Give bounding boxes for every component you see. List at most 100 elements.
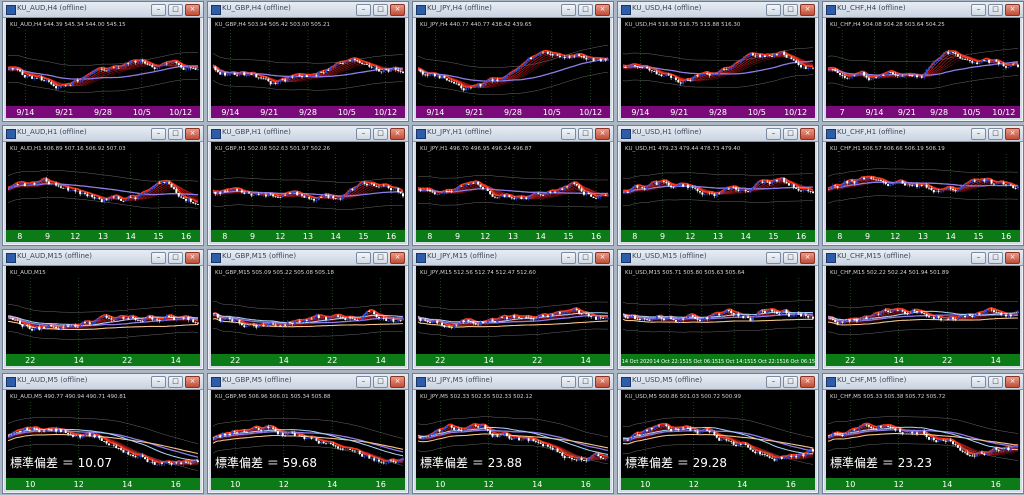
close-button[interactable]: ×: [595, 128, 610, 140]
minimize-button[interactable]: –: [356, 252, 371, 264]
maximize-button[interactable]: □: [783, 4, 798, 16]
close-button[interactable]: ×: [595, 252, 610, 264]
window-titlebar[interactable]: KU_GBP,M5 (offline) – □ ×: [208, 374, 408, 390]
chart-window[interactable]: KU_CHF,M5 (offline) – □ × 標準偏差 ＝ 23.23 K…: [822, 373, 1024, 494]
price-chart[interactable]: 標準偏差 ＝ 10.07 KU_AUD,M5 490.77 490.94 490…: [6, 390, 200, 490]
chart-window[interactable]: KU_AUD,H1 (offline) – □ × KU_AUD,H1 506.…: [2, 125, 204, 246]
minimize-button[interactable]: –: [766, 376, 781, 388]
maximize-button[interactable]: □: [373, 4, 388, 16]
window-titlebar[interactable]: KU_JPY,H1 (offline) – □ ×: [413, 126, 613, 142]
maximize-button[interactable]: □: [578, 4, 593, 16]
price-chart[interactable]: KU_CHF,M15 502.22 502.24 501.94 501.89 22…: [826, 266, 1020, 366]
window-titlebar[interactable]: KU_AUD,H1 (offline) – □ ×: [3, 126, 203, 142]
chart-window[interactable]: KU_CHF,H4 (offline) – □ × KU_CHF,H4 504.…: [822, 1, 1024, 122]
window-titlebar[interactable]: KU_USD,M5 (offline) – □ ×: [618, 374, 818, 390]
window-titlebar[interactable]: KU_CHF,M5 (offline) – □ ×: [823, 374, 1023, 390]
minimize-button[interactable]: –: [356, 128, 371, 140]
price-chart[interactable]: KU_USD,H1 479.23 479.44 478.73 479.40 8 9 1…: [621, 142, 815, 242]
minimize-button[interactable]: –: [151, 4, 166, 16]
price-chart[interactable]: KU_USD,M15 505.71 505.80 505.63 505.64 14…: [621, 266, 815, 366]
window-titlebar[interactable]: KU_GBP,H1 (offline) – □ ×: [208, 126, 408, 142]
price-chart[interactable]: KU_AUD,M15 22 14 22 14: [6, 266, 200, 366]
minimize-button[interactable]: –: [356, 376, 371, 388]
minimize-button[interactable]: –: [561, 128, 576, 140]
close-button[interactable]: ×: [185, 4, 200, 16]
minimize-button[interactable]: –: [151, 128, 166, 140]
chart-window[interactable]: KU_JPY,H1 (offline) – □ × KU_JPY,H1 496.…: [412, 125, 614, 246]
maximize-button[interactable]: □: [168, 128, 183, 140]
close-button[interactable]: ×: [1005, 252, 1020, 264]
maximize-button[interactable]: □: [578, 128, 593, 140]
price-chart[interactable]: KU_USD,H4 516.38 516.75 515.88 516.30 9/1…: [621, 18, 815, 118]
minimize-button[interactable]: –: [766, 252, 781, 264]
price-chart[interactable]: KU_GBP,H1 502.08 502.63 501.97 502.26 8 9 1…: [211, 142, 405, 242]
close-button[interactable]: ×: [185, 252, 200, 264]
minimize-button[interactable]: –: [356, 4, 371, 16]
minimize-button[interactable]: –: [971, 376, 986, 388]
maximize-button[interactable]: □: [988, 252, 1003, 264]
minimize-button[interactable]: –: [151, 376, 166, 388]
window-titlebar[interactable]: KU_CHF,H4 (offline) – □ ×: [823, 2, 1023, 18]
price-chart[interactable]: KU_JPY,H4 440.77 440.77 438.42 439.65 9/1…: [416, 18, 610, 118]
price-chart[interactable]: KU_CHF,H1 506.57 506.66 506.19 506.19 8 9 1…: [826, 142, 1020, 242]
price-chart[interactable]: KU_JPY,H1 496.70 496.95 496.24 496.87 8 9 1…: [416, 142, 610, 242]
minimize-button[interactable]: –: [971, 128, 986, 140]
chart-window[interactable]: KU_USD,H1 (offline) – □ × KU_USD,H1 479.…: [617, 125, 819, 246]
close-button[interactable]: ×: [800, 252, 815, 264]
close-button[interactable]: ×: [390, 128, 405, 140]
minimize-button[interactable]: –: [561, 4, 576, 16]
chart-window[interactable]: KU_USD,M15 (offline) – □ × KU_USD,M15 50…: [617, 249, 819, 370]
minimize-button[interactable]: –: [971, 4, 986, 16]
minimize-button[interactable]: –: [766, 4, 781, 16]
maximize-button[interactable]: □: [168, 376, 183, 388]
window-titlebar[interactable]: KU_GBP,M15 (offline) – □ ×: [208, 250, 408, 266]
chart-window[interactable]: KU_AUD,M15 (offline) – □ × KU_AUD,M15 22…: [2, 249, 204, 370]
close-button[interactable]: ×: [800, 376, 815, 388]
minimize-button[interactable]: –: [766, 128, 781, 140]
window-titlebar[interactable]: KU_USD,M15 (offline) – □ ×: [618, 250, 818, 266]
chart-window[interactable]: KU_JPY,H4 (offline) – □ × KU_JPY,H4 440.…: [412, 1, 614, 122]
window-titlebar[interactable]: KU_AUD,H4 (offline) – □ ×: [3, 2, 203, 18]
chart-window[interactable]: KU_USD,M5 (offline) – □ × 標準偏差 ＝ 29.28 K…: [617, 373, 819, 494]
chart-window[interactable]: KU_GBP,M15 (offline) – □ × KU_GBP,M15 50…: [207, 249, 409, 370]
close-button[interactable]: ×: [1005, 376, 1020, 388]
window-titlebar[interactable]: KU_USD,H4 (offline) – □ ×: [618, 2, 818, 18]
price-chart[interactable]: 標準偏差 ＝ 59.68 KU_GBP,M5 506.96 506.01 505…: [211, 390, 405, 490]
window-titlebar[interactable]: KU_AUD,M15 (offline) – □ ×: [3, 250, 203, 266]
price-chart[interactable]: 標準偏差 ＝ 23.88 KU_JPY,M5 502.33 502.55 502…: [416, 390, 610, 490]
chart-window[interactable]: KU_AUD,M5 (offline) – □ × 標準偏差 ＝ 10.07 K…: [2, 373, 204, 494]
price-chart[interactable]: KU_GBP,M15 505.09 505.22 505.08 505.18 22…: [211, 266, 405, 366]
chart-window[interactable]: KU_CHF,M15 (offline) – □ × KU_CHF,M15 50…: [822, 249, 1024, 370]
maximize-button[interactable]: □: [783, 252, 798, 264]
chart-window[interactable]: KU_JPY,M15 (offline) – □ × KU_JPY,M15 51…: [412, 249, 614, 370]
window-titlebar[interactable]: KU_AUD,M5 (offline) – □ ×: [3, 374, 203, 390]
minimize-button[interactable]: –: [561, 252, 576, 264]
chart-window[interactable]: KU_AUD,H4 (offline) – □ × KU_AUD,H4 544.…: [2, 1, 204, 122]
close-button[interactable]: ×: [800, 128, 815, 140]
price-chart[interactable]: KU_AUD,H1 506.89 507.16 506.92 507.03 8 9 1…: [6, 142, 200, 242]
price-chart[interactable]: KU_JPY,M15 512.56 512.74 512.47 512.60 22…: [416, 266, 610, 366]
close-button[interactable]: ×: [595, 4, 610, 16]
minimize-button[interactable]: –: [151, 252, 166, 264]
window-titlebar[interactable]: KU_USD,H1 (offline) – □ ×: [618, 126, 818, 142]
maximize-button[interactable]: □: [783, 128, 798, 140]
chart-window[interactable]: KU_USD,H4 (offline) – □ × KU_USD,H4 516.…: [617, 1, 819, 122]
close-button[interactable]: ×: [595, 376, 610, 388]
maximize-button[interactable]: □: [373, 376, 388, 388]
chart-window[interactable]: KU_GBP,H1 (offline) – □ × KU_GBP,H1 502.…: [207, 125, 409, 246]
maximize-button[interactable]: □: [373, 128, 388, 140]
window-titlebar[interactable]: KU_JPY,M15 (offline) – □ ×: [413, 250, 613, 266]
window-titlebar[interactable]: KU_GBP,H4 (offline) – □ ×: [208, 2, 408, 18]
price-chart[interactable]: KU_GBP,H4 503.94 505.42 503.00 505.21 9/1…: [211, 18, 405, 118]
maximize-button[interactable]: □: [988, 4, 1003, 16]
chart-window[interactable]: KU_CHF,H1 (offline) – □ × KU_CHF,H1 506.…: [822, 125, 1024, 246]
price-chart[interactable]: 標準偏差 ＝ 23.23 KU_CHF,M5 505.33 505.38 505…: [826, 390, 1020, 490]
maximize-button[interactable]: □: [783, 376, 798, 388]
window-titlebar[interactable]: KU_CHF,M15 (offline) – □ ×: [823, 250, 1023, 266]
maximize-button[interactable]: □: [578, 252, 593, 264]
maximize-button[interactable]: □: [578, 376, 593, 388]
close-button[interactable]: ×: [390, 376, 405, 388]
minimize-button[interactable]: –: [561, 376, 576, 388]
price-chart[interactable]: KU_AUD,H4 544.39 545.34 544.00 545.15 9/1…: [6, 18, 200, 118]
close-button[interactable]: ×: [185, 128, 200, 140]
